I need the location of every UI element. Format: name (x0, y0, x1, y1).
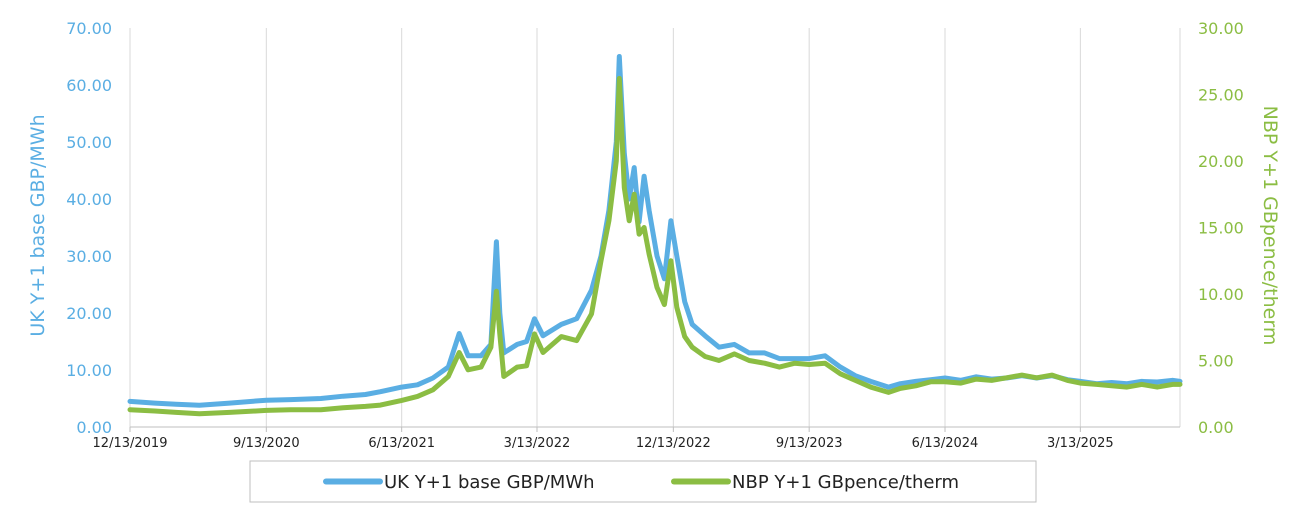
right-tick-label: 5.00 (1198, 352, 1234, 371)
left-tick-label: 60.00 (66, 76, 112, 95)
x-axis-tick-labels: 12/13/2019 9/13/2020 6/13/2021 3/13/2022 12/… (93, 436, 1114, 451)
right-tick-label: 20.00 (1198, 152, 1244, 171)
x-tick-label: 9/13/2023 (776, 436, 843, 451)
series-layer (127, 54, 1183, 417)
left-tick-label: 40.00 (66, 190, 112, 209)
x-tick-label: 3/13/2022 (504, 436, 571, 451)
series-line-nbp-gas (127, 76, 1183, 417)
left-axis-tick-labels: 0.00 10.00 20.00 30.00 40.00 50.00 60.00 70.00 (66, 19, 112, 437)
left-tick-label: 10.00 (66, 361, 112, 380)
series-line-uk-power (127, 54, 1183, 408)
right-tick-label: 0.00 (1198, 418, 1234, 437)
right-axis-tick-labels: 0.00 5.00 10.00 15.00 20.00 25.00 30.00 (1198, 19, 1244, 437)
left-tick-label: 50.00 (66, 133, 112, 152)
left-tick-label: 0.00 (76, 418, 112, 437)
x-tick-label: 12/13/2019 (93, 436, 168, 451)
right-tick-label: 10.00 (1198, 285, 1244, 304)
left-tick-label: 30.00 (66, 247, 112, 266)
left-tick-label: 20.00 (66, 304, 112, 323)
x-tick-label: 6/13/2021 (368, 436, 435, 451)
legend-label-uk-power: UK Y+1 base GBP/MWh (384, 472, 595, 493)
right-tick-label: 25.00 (1198, 86, 1244, 105)
x-tick-label: 9/13/2020 (233, 436, 300, 451)
left-tick-label: 70.00 (66, 19, 112, 38)
right-tick-label: 30.00 (1198, 19, 1244, 38)
right-axis-title: NBP Y+1 GBpence/therm (1259, 106, 1281, 346)
legend-label-nbp-gas: NBP Y+1 GBpence/therm (732, 472, 959, 493)
right-tick-label: 15.00 (1198, 219, 1244, 238)
x-tick-label: 3/13/2025 (1047, 436, 1114, 451)
left-axis-title: UK Y+1 base GBP/MWh (27, 114, 49, 336)
x-tick-label: 12/13/2022 (636, 436, 711, 451)
legend: UK Y+1 base GBP/MWh NBP Y+1 GBpence/ther… (249, 460, 1037, 503)
x-tick-label: 6/13/2024 (912, 436, 979, 451)
